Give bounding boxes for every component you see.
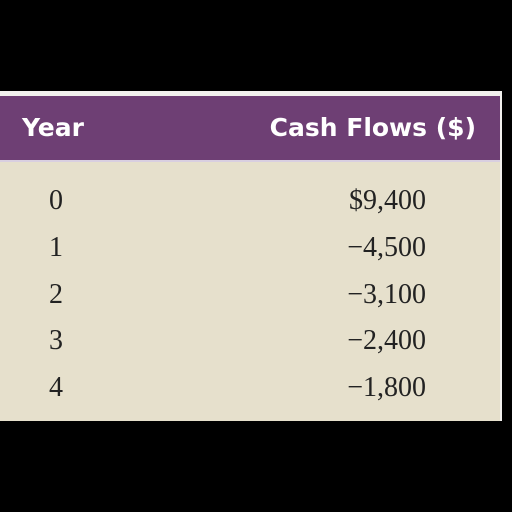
cash-flow-cell: −1,800 — [347, 372, 426, 403]
header-year: Year — [22, 113, 84, 142]
cash-flow-cell: −2,400 — [347, 325, 426, 356]
year-cell: 3 — [49, 325, 63, 356]
header-cash-flows: Cash Flows ($) — [269, 113, 476, 142]
year-cell: 1 — [49, 232, 63, 263]
table-row: 1 −4,500 — [0, 225, 500, 271]
year-cell: 4 — [49, 372, 63, 403]
year-cell: 2 — [49, 279, 63, 310]
table-row: 0 $9,400 — [0, 178, 500, 224]
cash-flow-cell: −4,500 — [347, 232, 426, 263]
cash-flow-table: Year Cash Flows ($) 0 $9,400 1 −4,500 2 … — [0, 96, 500, 421]
cash-flow-cell: $9,400 — [349, 185, 426, 216]
table-frame: Year Cash Flows ($) 0 $9,400 1 −4,500 2 … — [0, 91, 502, 421]
table-row: 3 −2,400 — [0, 318, 500, 364]
table-header-row: Year Cash Flows ($) — [0, 96, 500, 162]
year-cell: 0 — [49, 185, 63, 216]
table-row: 2 −3,100 — [0, 272, 500, 318]
table-row: 4 −1,800 — [0, 365, 500, 411]
cash-flow-cell: −3,100 — [347, 279, 426, 310]
